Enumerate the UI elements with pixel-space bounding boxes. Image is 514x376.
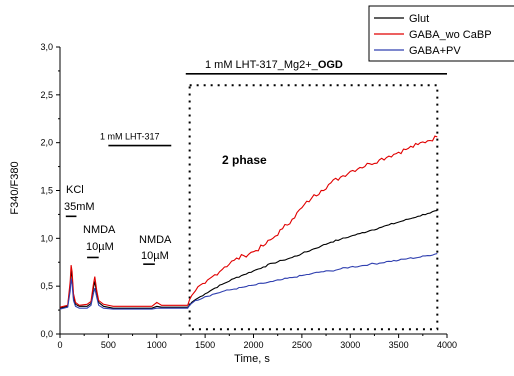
phase-label: 2 phase: [222, 153, 267, 167]
nmda1-conc-label: 10µM: [86, 241, 114, 253]
x-tick-label: 2500: [292, 340, 312, 350]
y-tick-label: 0,5: [40, 281, 53, 291]
x-tick-label: 4000: [437, 340, 457, 350]
lht-ogd-text: 1 mM LHT-317_Mg2+_: [205, 59, 319, 71]
legend-label-glut: Glut: [409, 13, 429, 25]
legend-label-gaba-pv: GABA+PV: [409, 45, 461, 57]
x-tick-label: 500: [101, 340, 116, 350]
ticks: 0 500 1000 1500 2000 2500 3000 3500 4000 0,0 0,5 1,…: [40, 42, 457, 350]
series-group: [59, 135, 438, 310]
series-line-gaba-pv: [59, 253, 438, 310]
lht-label: 1 mM LHT-317: [100, 132, 160, 142]
x-tick-label: 1500: [195, 340, 215, 350]
y-tick-label: 1,0: [40, 233, 53, 243]
y-axis-title: F340/F380: [9, 161, 21, 214]
kcl-conc-label: 35mM: [64, 201, 95, 213]
kcl-label: KCl: [66, 184, 84, 196]
nmda1-label: NMDA: [83, 224, 116, 236]
x-tick-label: 3000: [340, 340, 360, 350]
nmda2-conc-label: 10µM: [141, 250, 169, 262]
y-tick-label: 1,5: [40, 186, 53, 196]
ogd-dotted-box: [188, 84, 439, 331]
nmda2-label: NMDA: [139, 234, 172, 246]
y-tick-label: 0,0: [40, 329, 53, 339]
series-line-gaba-wo-cabp: [59, 135, 438, 308]
y-tick-label: 2,0: [40, 138, 53, 148]
x-tick-label: 3500: [389, 340, 409, 350]
ogd-bold-text: OGD: [318, 59, 343, 71]
x-tick-label: 1000: [147, 340, 167, 350]
series-line-glut: [59, 210, 438, 309]
x-axis-title: Time, s: [234, 353, 270, 365]
axes: [59, 47, 447, 335]
y-tick-label: 2,5: [40, 90, 53, 100]
lht-ogd-label: 1 mM LHT-317_Mg2+_OGD: [205, 59, 343, 71]
x-tick-label: 0: [57, 340, 62, 350]
annotations: 1 mM LHT-317_Mg2+_OGD 1 mM LHT-317 KCl 35mM…: [64, 59, 447, 265]
y-tick-label: 3,0: [40, 42, 53, 52]
legend: Glut GABA_wo CaBP GABA+PV: [368, 5, 514, 62]
x-tick-label: 2000: [243, 340, 263, 350]
legend-label-gaba-wo-cabp: GABA_wo CaBP: [409, 29, 492, 41]
ogd-box: [188, 84, 439, 331]
